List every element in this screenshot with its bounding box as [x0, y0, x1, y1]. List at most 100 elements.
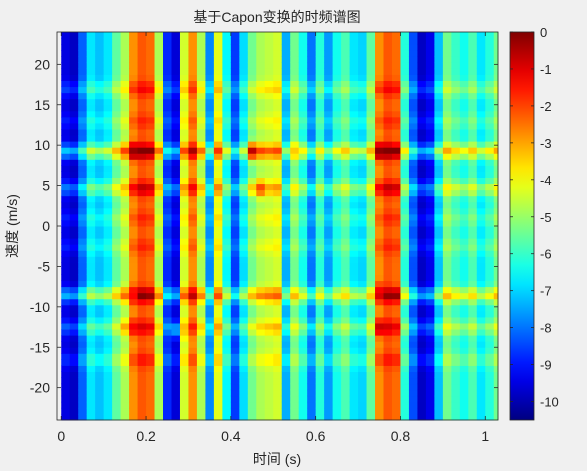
heatmap-cell [129, 183, 139, 191]
heatmap-cell [230, 147, 240, 154]
heatmap-cell [222, 141, 232, 148]
heatmap-cell [298, 38, 308, 45]
heatmap-cell [324, 86, 334, 94]
heatmap-cell [315, 116, 325, 124]
heatmap-cell [171, 213, 181, 221]
heatmap-cell [61, 62, 71, 69]
heatmap-cell [358, 377, 368, 385]
heatmap-cell [349, 98, 359, 106]
heatmap-cell [137, 244, 147, 251]
heatmap-cell [112, 110, 122, 118]
heatmap-cell [120, 201, 130, 209]
heatmap-cell [213, 383, 223, 391]
colorbar-ticks: 0-1-2-3-4-5-6-7-8-9-10 [510, 25, 559, 410]
heatmap-cell [273, 329, 283, 336]
heatmap-cell [95, 92, 105, 100]
heatmap-cell [290, 98, 300, 106]
heatmap-cell [349, 165, 359, 172]
heatmap-cell [476, 413, 486, 421]
heatmap-cell [230, 183, 240, 191]
heatmap-cell [383, 244, 393, 251]
heatmap-cell [103, 177, 113, 185]
heatmap-cell [332, 171, 342, 178]
heatmap-cell [349, 316, 359, 324]
heatmap-cell [179, 323, 189, 330]
heatmap-cell [273, 238, 283, 245]
heatmap-cell [188, 38, 198, 45]
heatmap-cell [256, 389, 266, 397]
heatmap-cell [375, 122, 385, 130]
heatmap-cell [103, 80, 113, 88]
heatmap-cell [112, 413, 122, 421]
heatmap-cell [425, 226, 435, 233]
heatmap-cell [417, 98, 427, 106]
heatmap-cell [86, 189, 96, 197]
heatmap-cell [315, 323, 325, 330]
heatmap-cell [375, 147, 385, 154]
heatmap-cell [264, 238, 274, 245]
heatmap-cell [103, 383, 113, 391]
heatmap-cell [103, 32, 113, 39]
heatmap-cell [163, 250, 172, 257]
heatmap-cell [179, 74, 189, 81]
heatmap-cell [290, 401, 300, 409]
heatmap-cell [171, 159, 181, 166]
heatmap-cell [493, 177, 499, 185]
heatmap-cell [188, 250, 198, 257]
heatmap-cell [196, 274, 206, 282]
heatmap-cell [95, 292, 105, 300]
heatmap-cell [408, 80, 418, 88]
heatmap-cell [230, 274, 240, 282]
heatmap-cell [417, 116, 427, 124]
heatmap-cell [137, 32, 147, 39]
heatmap-cell [213, 395, 223, 403]
heatmap-cell [375, 219, 385, 227]
heatmap-cell [358, 44, 368, 51]
heatmap-cell [264, 122, 274, 130]
heatmap-cell [188, 304, 198, 312]
heatmap-cell [476, 298, 486, 306]
heatmap-cell [163, 129, 172, 136]
heatmap-cell [112, 347, 122, 354]
heatmap-cell [417, 347, 427, 354]
heatmap-cell [61, 347, 71, 354]
heatmap-cell [366, 74, 376, 81]
heatmap-cell [129, 250, 139, 257]
heatmap-cell [61, 195, 71, 203]
heatmap-cell [120, 365, 130, 372]
heatmap-cell [485, 74, 495, 81]
heatmap-cell [358, 238, 368, 245]
heatmap-cell [290, 129, 300, 136]
heatmap-cell [86, 407, 96, 415]
heatmap-cell [273, 274, 283, 282]
heatmap-cell [163, 62, 172, 69]
heatmap-cell [247, 32, 257, 39]
heatmap-cell [281, 104, 291, 112]
heatmap-cell [459, 92, 469, 100]
heatmap-cell [273, 365, 283, 372]
heatmap-cell [273, 383, 283, 391]
heatmap-cell [179, 292, 189, 300]
heatmap-cell [391, 201, 401, 209]
heatmap-cell [171, 323, 181, 330]
heatmap-cell [230, 159, 240, 166]
colorbar [509, 31, 535, 421]
heatmap-cell [391, 407, 401, 415]
heatmap-cell [196, 177, 206, 185]
heatmap-cell [375, 56, 385, 63]
heatmap-cell [154, 32, 164, 39]
colorbar-tick-label: -8 [540, 321, 552, 336]
heatmap-cell [247, 377, 257, 385]
heatmap-cell [69, 147, 79, 154]
heatmap-cell [417, 298, 427, 306]
heatmap-cell [163, 38, 172, 45]
heatmap-cell [383, 286, 393, 294]
heatmap-cell [120, 268, 130, 275]
heatmap-cell [146, 44, 156, 51]
heatmap-cell [281, 195, 291, 203]
heatmap-cell [222, 86, 232, 94]
colorbar-tick-label: -5 [540, 210, 552, 225]
heatmap-cell [341, 298, 351, 306]
heatmap-cell [205, 92, 215, 100]
heatmap-cell [222, 413, 232, 421]
